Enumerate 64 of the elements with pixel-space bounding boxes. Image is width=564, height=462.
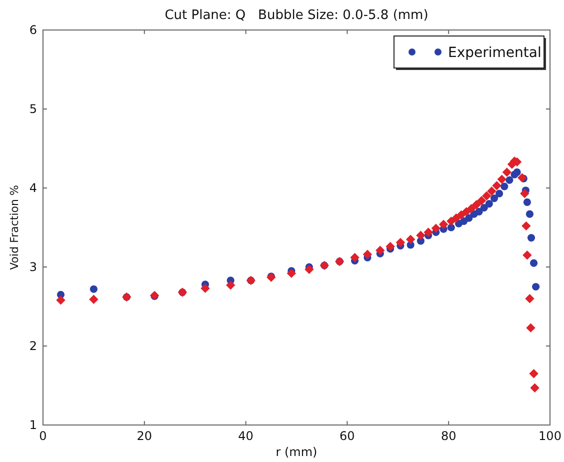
point <box>490 194 498 202</box>
point <box>492 181 502 190</box>
y-tick-label: 1 <box>29 418 37 432</box>
point <box>406 234 416 244</box>
point <box>431 224 441 233</box>
point <box>502 168 512 177</box>
point <box>476 196 486 206</box>
x-tick-label: 0 <box>39 429 47 443</box>
point <box>56 296 66 305</box>
point <box>487 186 496 196</box>
point <box>529 369 538 378</box>
point <box>376 246 385 256</box>
point <box>89 294 98 304</box>
point <box>466 204 476 214</box>
point <box>526 323 536 332</box>
point <box>90 285 98 293</box>
point <box>496 190 504 198</box>
x-tick-label: 20 <box>136 429 152 443</box>
point <box>523 198 531 206</box>
point <box>472 200 482 210</box>
point <box>475 208 483 216</box>
y-axis-title: Void Fraction % <box>8 185 21 270</box>
point <box>438 220 448 229</box>
point <box>462 207 471 216</box>
point <box>506 176 514 184</box>
x-tick-label: 40 <box>238 429 254 443</box>
point <box>532 282 540 291</box>
point <box>362 250 372 259</box>
y-tick-label: 4 <box>29 181 37 195</box>
point <box>497 174 506 184</box>
point <box>446 216 456 226</box>
point <box>416 230 426 240</box>
x-tick-label: 80 <box>440 429 456 443</box>
point <box>386 242 395 252</box>
y-tick-label: 5 <box>29 102 37 116</box>
point <box>424 228 433 237</box>
point <box>530 259 538 267</box>
x-tick-label: 100 <box>538 429 562 443</box>
point <box>500 182 508 190</box>
y-tick-label: 2 <box>29 339 37 353</box>
point <box>200 284 210 293</box>
point <box>480 204 488 212</box>
point <box>530 383 540 392</box>
point <box>526 210 534 218</box>
x-axis-title: r (mm) <box>276 445 318 459</box>
point <box>525 294 534 304</box>
point <box>485 200 493 208</box>
point <box>226 280 236 290</box>
point <box>396 238 406 248</box>
point <box>522 221 531 231</box>
point <box>527 234 536 242</box>
point <box>286 268 296 278</box>
legend-label: Experimental <box>448 45 542 61</box>
y-tick-label: 6 <box>29 23 37 37</box>
point <box>520 188 530 198</box>
point <box>456 210 466 220</box>
point <box>513 168 521 176</box>
y-tick-label: 3 <box>29 260 37 274</box>
chart-title: Cut Plane: Q Bubble Size: 0.0-5.8 (mm) <box>164 8 428 23</box>
point <box>350 252 360 262</box>
point <box>482 191 492 200</box>
x-tick-label: 60 <box>340 429 355 443</box>
point <box>304 264 314 274</box>
point <box>522 250 532 260</box>
